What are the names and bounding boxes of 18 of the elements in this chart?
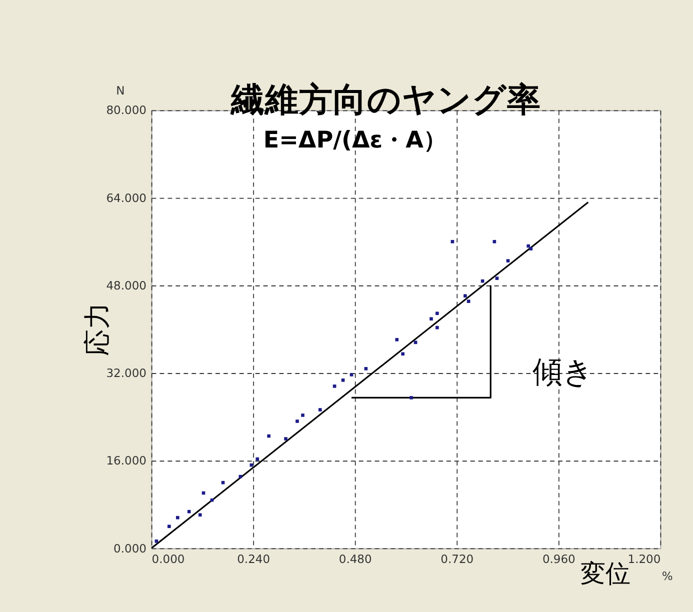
y-tick-label: 0.000 [114, 541, 146, 556]
text: % [662, 569, 673, 584]
x-tick-label: 1.200 [628, 552, 661, 566]
text: N [116, 83, 125, 98]
y-tick-label: 32.000 [106, 366, 146, 380]
text: E=ΔP/(Δε・A） [263, 127, 446, 154]
x-tick-label: 0.720 [440, 552, 474, 566]
chart-title: 繊維方向のヤング率 [230, 80, 541, 120]
x-axis-title: 変位 [580, 558, 630, 588]
y-axis-title: 応力 [82, 302, 114, 356]
x-tick-label: 0.240 [237, 552, 270, 566]
y-tick-label: 16.000 [106, 454, 146, 468]
x-tick-label: 0.000 [152, 552, 185, 566]
y-tick-label: 48.000 [106, 278, 146, 292]
x-tick-label: 0.480 [338, 552, 372, 566]
y-tick-label: 80.000 [106, 103, 146, 118]
x-tick-label: 0.960 [542, 552, 576, 566]
y-tick-label: 64.000 [106, 190, 146, 205]
